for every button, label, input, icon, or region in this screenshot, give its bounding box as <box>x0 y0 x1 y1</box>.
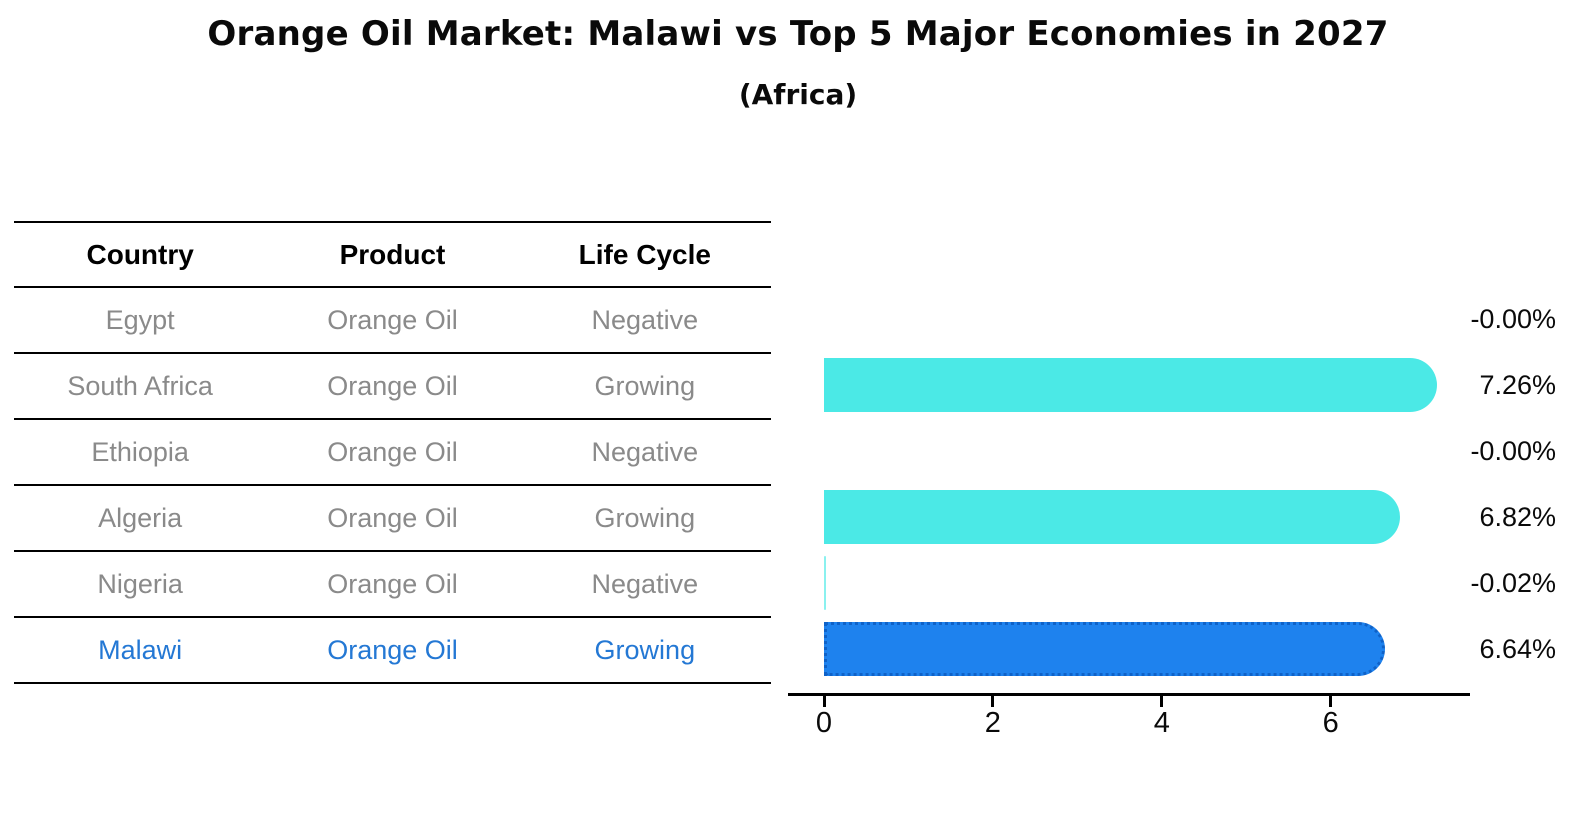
bar-south-africa <box>824 358 1438 412</box>
cell-country: Ethiopia <box>91 436 189 467</box>
bar-value-label: 6.64% <box>1479 634 1556 664</box>
bar-value-label: 6.82% <box>1479 502 1556 532</box>
cell-product: Orange Oil <box>327 502 458 533</box>
table-row: Ethiopia Orange Oil Negative <box>14 420 771 486</box>
column-header-country: Country <box>86 238 194 270</box>
table-row: Nigeria Orange Oil Negative <box>14 552 771 618</box>
chart-subtitle: (Africa) <box>738 78 858 111</box>
cell-country: Egypt <box>105 304 175 335</box>
cell-product: Orange Oil <box>327 304 458 335</box>
x-axis-tick <box>1329 696 1333 707</box>
bar-row: 7.26% <box>0 358 1596 412</box>
table-row: Algeria Orange Oil Growing <box>14 486 771 552</box>
bar-malawi <box>824 622 1385 676</box>
column-header-product: Product <box>339 238 446 270</box>
bar-row: -0.00% <box>0 424 1596 478</box>
cell-product: Orange Oil <box>327 634 458 665</box>
x-axis-tick <box>991 696 995 707</box>
column-header-life-cycle: Life Cycle <box>578 238 711 270</box>
x-axis-tick-label: 0 <box>815 707 833 739</box>
bar-row: 6.82% <box>0 490 1596 544</box>
cell-life-cycle: Negative <box>591 304 699 335</box>
cell-life-cycle: Negative <box>591 568 699 599</box>
bar-row: 6.64% <box>0 622 1596 676</box>
bar-value-label: -0.02% <box>1470 568 1556 598</box>
cell-life-cycle: Growing <box>594 502 696 533</box>
table-header-row: Country Product Life Cycle <box>14 221 771 288</box>
x-axis-tick-label: 4 <box>1153 707 1170 739</box>
cell-product: Orange Oil <box>327 370 458 401</box>
cell-life-cycle: Growing <box>594 634 696 665</box>
table-row: South Africa Orange Oil Growing <box>14 354 771 420</box>
bar-row: -0.02% <box>0 556 1596 610</box>
table-row: Malawi Orange Oil Growing <box>14 618 771 684</box>
cell-life-cycle: Growing <box>594 370 696 401</box>
country-table: Country Product Life Cycle Egypt Orange … <box>14 221 771 684</box>
cell-product: Orange Oil <box>327 436 458 467</box>
bar-algeria <box>824 490 1400 544</box>
bar-value-label: -0.00% <box>1470 304 1556 334</box>
x-axis-tick <box>822 696 826 707</box>
table-row: Egypt Orange Oil Negative <box>14 288 771 354</box>
x-axis-tick-label: 2 <box>984 707 1001 739</box>
x-axis-tick-label: 6 <box>1322 707 1339 739</box>
cell-country: Algeria <box>98 502 183 533</box>
bar-row: -0.00% <box>0 292 1596 346</box>
cell-product: Orange Oil <box>327 568 458 599</box>
x-axis-tick <box>1160 696 1164 707</box>
cell-country: Nigeria <box>97 568 183 599</box>
cell-country: Malawi <box>98 634 183 665</box>
cell-country: South Africa <box>67 370 213 401</box>
bar-value-label: 7.26% <box>1479 370 1556 400</box>
cell-life-cycle: Negative <box>591 436 699 467</box>
bar-nigeria <box>824 556 826 610</box>
chart-title: Orange Oil Market: Malawi vs Top 5 Major… <box>207 14 1389 54</box>
bar-value-label: -0.00% <box>1470 436 1556 466</box>
x-axis-line <box>788 693 1470 696</box>
